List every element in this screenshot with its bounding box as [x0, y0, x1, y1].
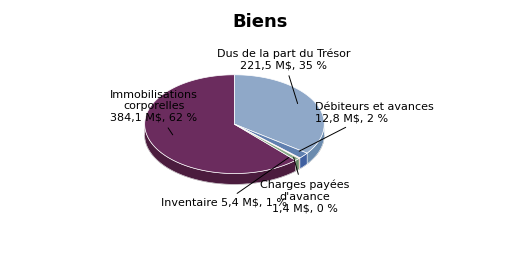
- Polygon shape: [145, 75, 295, 173]
- Polygon shape: [300, 153, 307, 169]
- Polygon shape: [299, 158, 300, 169]
- Text: Dus de la part du Trésor
221,5 M$, 35 %: Dus de la part du Trésor 221,5 M$, 35 %: [217, 48, 351, 104]
- Polygon shape: [234, 124, 299, 160]
- Polygon shape: [234, 75, 324, 153]
- Polygon shape: [234, 124, 307, 158]
- Polygon shape: [234, 124, 300, 158]
- Text: Biens: Biens: [233, 13, 288, 31]
- Polygon shape: [307, 126, 324, 164]
- Polygon shape: [145, 125, 295, 184]
- Text: Immobilisations
corporelles
384,1 M$, 62 %: Immobilisations corporelles 384,1 M$, 62…: [110, 90, 197, 135]
- Polygon shape: [299, 158, 300, 169]
- Text: Charges payées
d'avance
1,4 M$, 0 %: Charges payées d'avance 1,4 M$, 0 %: [260, 157, 349, 214]
- Polygon shape: [300, 153, 307, 169]
- Polygon shape: [307, 126, 324, 164]
- Text: Débiteurs et avances
12,8 M$, 2 %: Débiteurs et avances 12,8 M$, 2 %: [299, 102, 434, 151]
- Polygon shape: [295, 158, 299, 171]
- Polygon shape: [145, 125, 295, 184]
- Polygon shape: [295, 158, 299, 171]
- Text: Inventaire 5,4 M$, 1 %: Inventaire 5,4 M$, 1 %: [160, 157, 289, 208]
